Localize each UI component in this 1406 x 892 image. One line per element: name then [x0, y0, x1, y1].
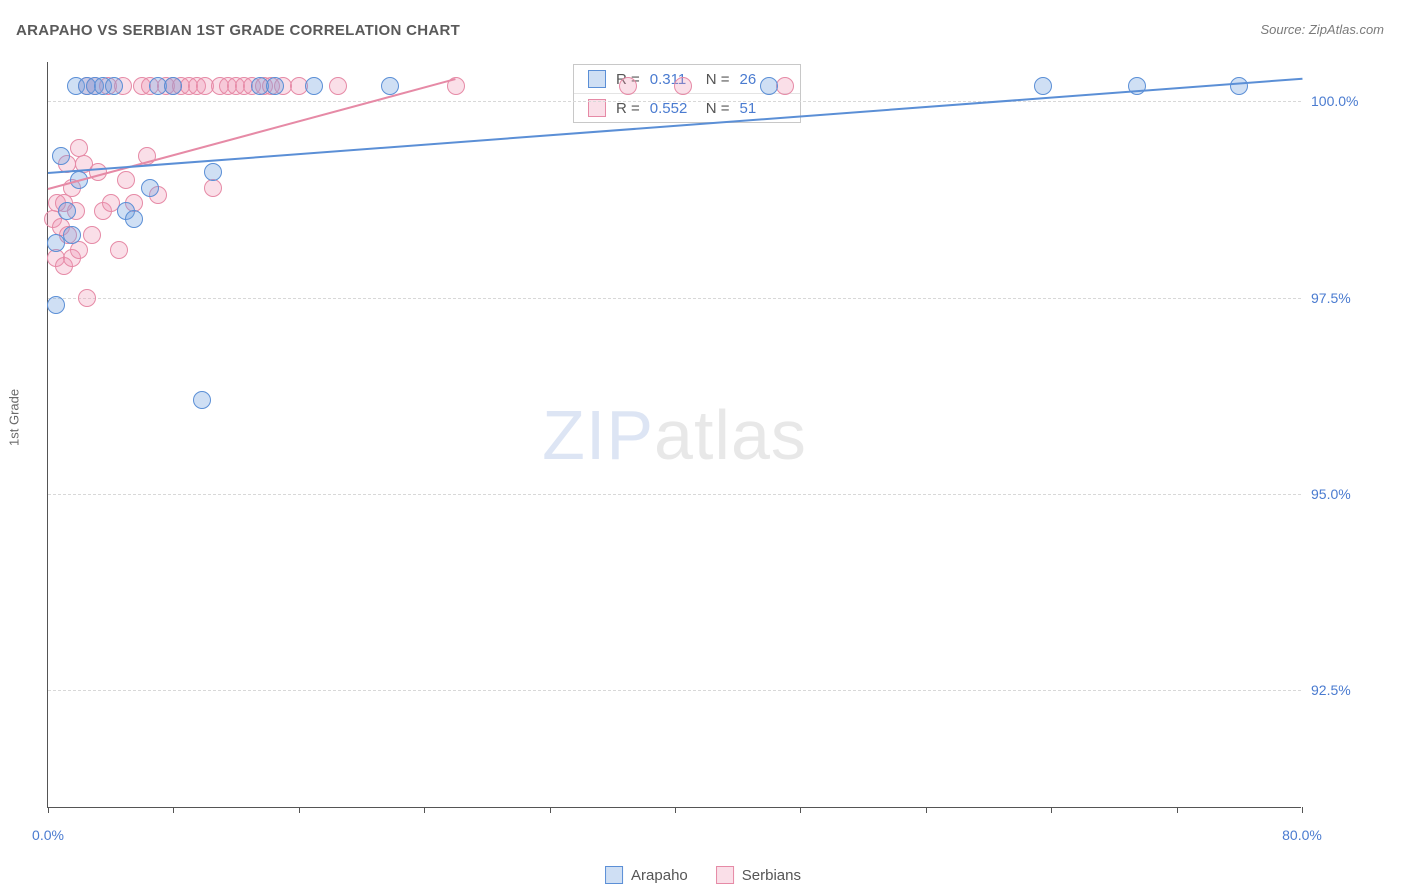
data-point: [105, 77, 123, 95]
data-point: [1034, 77, 1052, 95]
swatch-serbians-bottom: [716, 866, 734, 884]
data-point: [674, 77, 692, 95]
data-point: [776, 77, 794, 95]
data-point: [760, 77, 778, 95]
x-tick: [1302, 807, 1303, 813]
gridline: [48, 298, 1301, 299]
x-tick: [926, 807, 927, 813]
data-point: [204, 179, 222, 197]
data-point: [619, 77, 637, 95]
data-point: [266, 77, 284, 95]
y-axis-title: 1st Grade: [7, 389, 22, 446]
data-point: [193, 391, 211, 409]
x-tick: [173, 807, 174, 813]
x-tick: [550, 807, 551, 813]
chart-title: ARAPAHO VS SERBIAN 1ST GRADE CORRELATION…: [16, 22, 460, 39]
x-tick-label: 80.0%: [1282, 827, 1322, 843]
x-tick: [800, 807, 801, 813]
x-tick-label: 0.0%: [32, 827, 64, 843]
legend-label-serbians: Serbians: [742, 867, 801, 884]
x-tick: [48, 807, 49, 813]
watermark-atlas: atlas: [654, 396, 807, 474]
legend-n-label: N =: [706, 71, 730, 88]
y-tick-label: 97.5%: [1311, 290, 1391, 306]
watermark-zip: ZIP: [542, 396, 654, 474]
swatch-arapaho-bottom: [605, 866, 623, 884]
data-point: [63, 226, 81, 244]
y-tick-label: 100.0%: [1311, 93, 1391, 109]
gridline: [48, 494, 1301, 495]
data-point: [125, 210, 143, 228]
watermark: ZIPatlas: [542, 395, 807, 475]
data-point: [305, 77, 323, 95]
x-tick: [675, 807, 676, 813]
x-tick: [1051, 807, 1052, 813]
data-point: [329, 77, 347, 95]
data-point: [1230, 77, 1248, 95]
series-legend: Arapaho Serbians: [605, 866, 801, 884]
legend-label-arapaho: Arapaho: [631, 867, 688, 884]
data-point: [47, 296, 65, 314]
x-tick: [1177, 807, 1178, 813]
legend-item-serbians: Serbians: [716, 866, 801, 884]
data-point: [83, 226, 101, 244]
x-tick: [424, 807, 425, 813]
data-point: [110, 241, 128, 259]
data-point: [141, 179, 159, 197]
gridline: [48, 690, 1301, 691]
legend-item-arapaho: Arapaho: [605, 866, 688, 884]
data-point: [117, 171, 135, 189]
y-tick-label: 95.0%: [1311, 486, 1391, 502]
data-point: [78, 289, 96, 307]
data-point: [52, 147, 70, 165]
data-point: [164, 77, 182, 95]
swatch-arapaho: [588, 70, 606, 88]
plot-area: ZIPatlas R = 0.311 N = 26 R = 0.552 N = …: [47, 62, 1301, 808]
data-point: [204, 163, 222, 181]
data-point: [381, 77, 399, 95]
y-tick-label: 92.5%: [1311, 682, 1391, 698]
source-label: Source: ZipAtlas.com: [1260, 22, 1384, 37]
x-tick: [299, 807, 300, 813]
gridline: [48, 101, 1301, 102]
data-point: [70, 241, 88, 259]
data-point: [58, 202, 76, 220]
